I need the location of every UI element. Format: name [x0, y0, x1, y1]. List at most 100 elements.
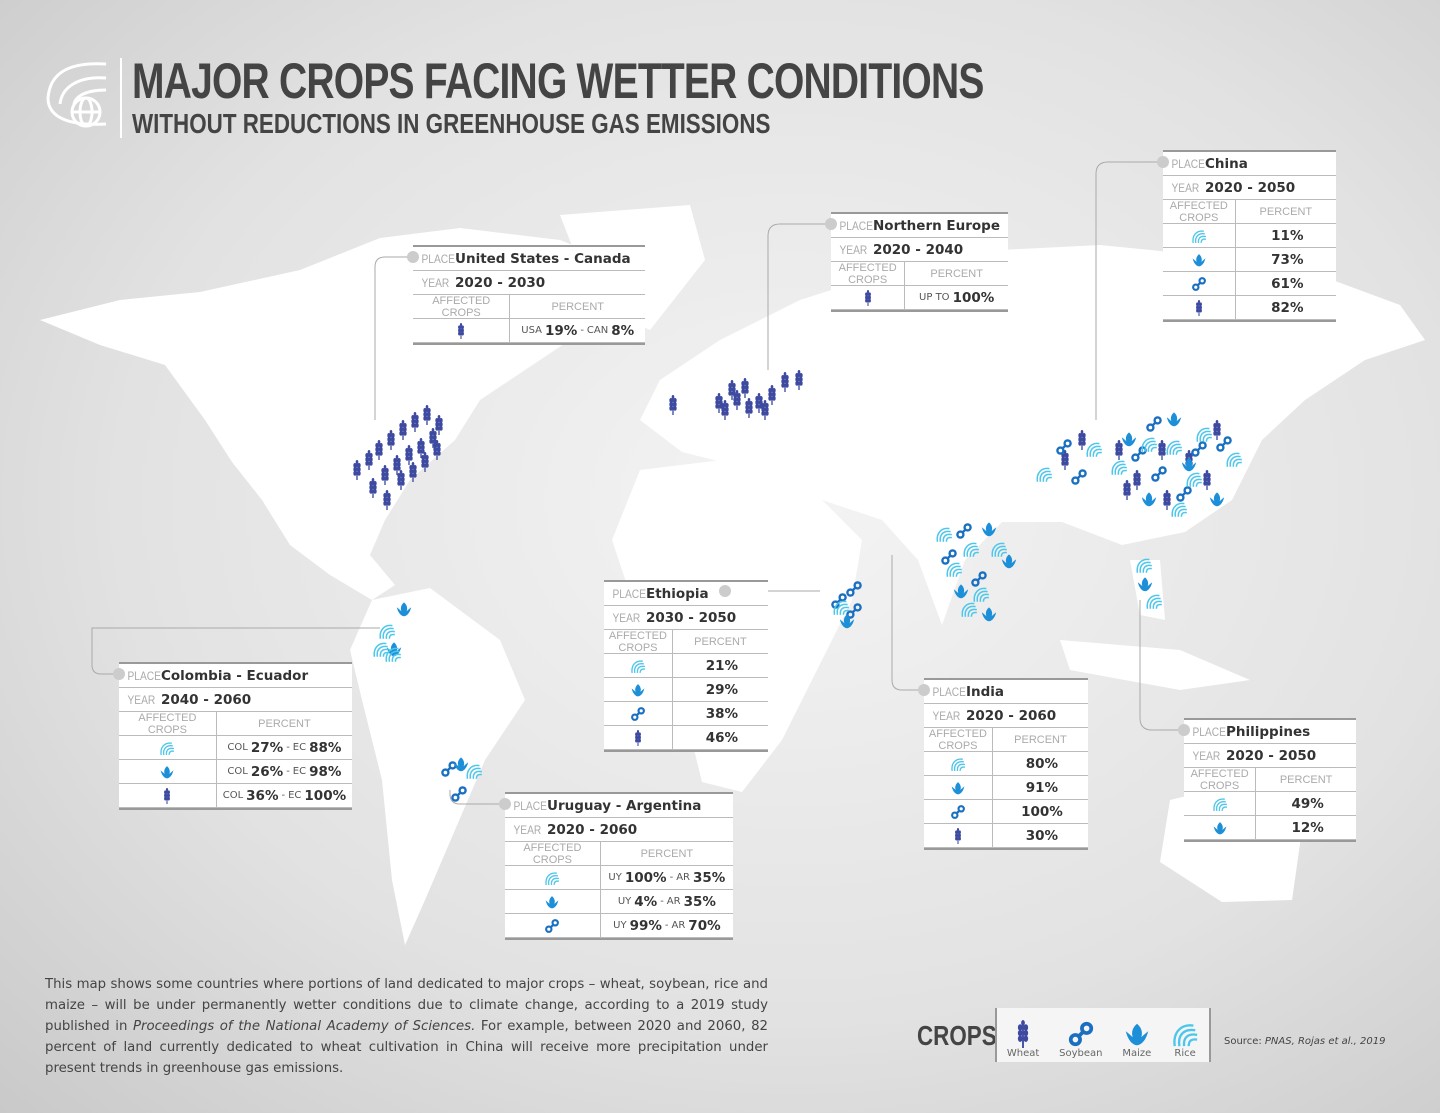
legend-label: Rice — [1174, 1048, 1196, 1059]
percent-prefix: EC — [292, 766, 307, 777]
description-text: This map shows some countries where port… — [45, 977, 768, 1034]
place-row: PLACE India — [924, 680, 1088, 704]
description: This map shows some countries where port… — [45, 974, 768, 1079]
percent-header: PERCENT — [1259, 205, 1313, 218]
connector-dot — [1178, 724, 1190, 736]
percent-prefix: - — [281, 790, 286, 801]
percent-prefix: COL — [227, 742, 248, 753]
percent-value: 26% — [250, 763, 284, 780]
soybean-marker-icon — [846, 603, 862, 619]
percent-header: PERCENT — [258, 717, 311, 730]
percent-cell: COL 26% - EC 98% — [217, 760, 352, 783]
percent-cell: UP TO 100% — [905, 286, 1008, 309]
wheat-icon — [159, 788, 175, 804]
source-prefix: Source: — [1224, 1036, 1265, 1047]
eurasia — [640, 245, 1425, 625]
place-label: PLACE — [1192, 724, 1226, 739]
affected-crops-header: AFFECTED CROPS — [604, 630, 673, 654]
legend-item-rice: Rice — [1171, 1020, 1199, 1059]
place-value: Colombia - Ecuador — [161, 667, 309, 684]
percent-value: 98% — [309, 763, 342, 780]
table-row: COL 27% - EC 88% — [119, 736, 352, 760]
maize-icon — [1123, 1020, 1151, 1048]
year-label: YEAR — [839, 242, 868, 257]
percent-cell: 12% — [1256, 816, 1356, 839]
affected-crops-header: AFFECTED CROPS — [831, 262, 906, 286]
percent-value: 91% — [1025, 779, 1059, 796]
crop-cell — [505, 914, 601, 937]
percent-value: 12% — [1291, 819, 1324, 836]
place-row: PLACE Ethiopia — [604, 582, 768, 606]
rice-icon — [950, 756, 966, 772]
percent-prefix: UY — [617, 896, 632, 907]
table-row: UY 100% - AR 35% — [505, 866, 733, 890]
percent-prefix: - — [286, 742, 290, 753]
percent-value: 27% — [250, 739, 284, 756]
percent-prefix: UY — [613, 920, 627, 931]
percent-header: PERCENT — [640, 847, 694, 860]
percent-cell: UY 4% - AR 35% — [601, 890, 733, 913]
crop-cell — [413, 319, 511, 342]
percent-value: 88% — [309, 739, 342, 756]
title-divider — [120, 58, 122, 138]
table-row: 82% — [1163, 296, 1336, 320]
year-value: 2020 - 2040 — [873, 241, 964, 258]
year-row: YEAR 2020 - 2060 — [924, 704, 1088, 728]
year-row: YEAR 2030 - 2050 — [604, 606, 768, 630]
table-row: 100% — [924, 800, 1088, 824]
region-card: PLACE Northern Europe YEAR 2020 - 2040 AFFEC… — [831, 212, 1008, 312]
percent-cell: COL 27% - EC 88% — [217, 736, 352, 759]
year-label: YEAR — [127, 692, 156, 707]
connector-dot — [499, 798, 511, 810]
crop-cell — [1184, 792, 1257, 815]
percent-value: 21% — [705, 657, 739, 674]
table-row: COL 26% - EC 98% — [119, 760, 352, 784]
legend-label: Soybean — [1059, 1048, 1103, 1059]
region-card: PLACE China YEAR 2020 - 2050 AFFECTED CROPS P… — [1163, 150, 1336, 322]
percent-prefix: CAN — [586, 325, 609, 336]
percent-prefix: - — [669, 872, 674, 883]
percent-prefix: UY — [608, 872, 622, 883]
place-label: PLACE — [1171, 156, 1205, 171]
region-card: PLACE Uruguay - Argentina YEAR 2020 - 2060 A… — [505, 792, 733, 940]
percent-prefix: EC — [292, 742, 307, 753]
table-header: AFFECTED CROPS PERCENT — [1163, 200, 1336, 224]
percent-cell: UY 100% - AR 35% — [601, 866, 733, 889]
place-value: Uruguay - Argentina — [547, 797, 702, 814]
place-value: Philippines — [1226, 723, 1311, 740]
page-title: MAJOR CROPS FACING WETTER CONDITIONS — [132, 53, 984, 109]
crop-cell — [604, 678, 673, 701]
year-value: 2020 - 2060 — [966, 707, 1057, 724]
table-header: AFFECTED CROPS PERCENT — [831, 262, 1008, 286]
percent-cell: 21% — [673, 654, 768, 677]
source-note: Source: PNAS, Rojas et al., 2019 — [1224, 1036, 1385, 1047]
place-label: PLACE — [127, 668, 161, 683]
place-row: PLACE China — [1163, 152, 1336, 176]
rice-icon — [544, 870, 560, 886]
table-row: USA 19% - CAN 8% — [413, 319, 645, 343]
table-row: UY 4% - AR 35% — [505, 890, 733, 914]
percent-cell: 100% — [993, 800, 1088, 823]
connector-dot — [407, 251, 419, 263]
soybean-marker-icon — [971, 571, 987, 587]
affected-crops-header: AFFECTED CROPS — [413, 295, 511, 319]
table-row: UP TO 100% — [831, 286, 1008, 310]
year-value: 2030 - 2050 — [646, 609, 737, 626]
crop-cell — [1163, 224, 1236, 247]
legend-title: CROPS — [917, 1020, 997, 1051]
crop-cell — [604, 654, 673, 677]
maize-icon — [630, 682, 646, 698]
south-america — [350, 588, 525, 945]
percent-prefix: - — [664, 920, 669, 931]
connector-dot — [825, 218, 837, 230]
crop-cell — [119, 760, 217, 783]
wheat-icon — [860, 290, 876, 306]
percent-value: 49% — [1291, 795, 1324, 812]
table-row: 12% — [1184, 816, 1356, 840]
percent-cell: COL 36% - EC 100% — [217, 784, 352, 807]
region-card: PLACE Colombia - Ecuador YEAR 2040 - 2060 AF… — [119, 662, 352, 810]
legend-item-maize: Maize — [1122, 1020, 1151, 1059]
table-header: AFFECTED CROPS PERCENT — [119, 712, 352, 736]
legend-label: Wheat — [1006, 1048, 1040, 1059]
percent-value: 82% — [1271, 299, 1304, 316]
